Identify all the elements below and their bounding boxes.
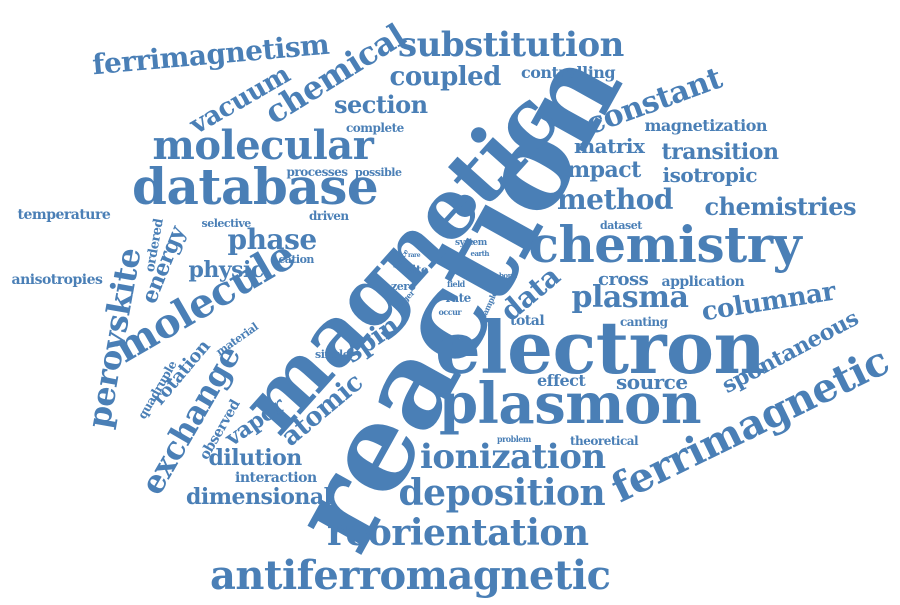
word-plasmon: plasmon [439, 371, 702, 437]
word-isotropic: isotropic [662, 163, 758, 187]
word-method: method [557, 183, 674, 216]
word-temperature: temperature [17, 207, 111, 223]
word-application: application [661, 274, 745, 290]
word-interaction: interaction [235, 470, 317, 486]
word-section: section [334, 90, 428, 119]
word-problem: problem [497, 434, 531, 444]
word-transition: transition [661, 139, 779, 165]
word-deposition: deposition [398, 472, 606, 514]
word-cross: cross [598, 269, 649, 290]
word-dilution: dilution [208, 445, 303, 471]
word-canting: canting [620, 315, 668, 329]
word-possible: possible [355, 165, 402, 179]
word-controlling: controlling [521, 63, 616, 82]
word-effect: effect [537, 371, 586, 390]
word-chemistry: chemistry [528, 215, 802, 274]
word-rate: rate [445, 291, 472, 305]
word-plasma: plasma [571, 280, 689, 315]
word-antiferromagnetic: antiferromagnetic [210, 552, 611, 599]
word-magnetization: magnetization [644, 116, 768, 135]
word-selective: selective [201, 216, 252, 230]
word-dimensional: dimensional [186, 484, 332, 510]
word-occur: occur [438, 307, 462, 317]
word-field: field [447, 279, 465, 289]
word-ionization: ionization [420, 437, 606, 477]
word-anisotropies: anisotropies [11, 272, 103, 288]
word-processes: processes [286, 165, 349, 179]
word-reorientation: reorientation [327, 512, 589, 554]
word-system: system [455, 237, 487, 248]
word-bond: bond [499, 270, 517, 280]
word-total: total [510, 313, 545, 329]
word-theoretical: theoretical [570, 434, 639, 448]
word-substitution: substitution [398, 25, 624, 65]
word-site: site [405, 263, 429, 277]
word-single: single [315, 347, 350, 361]
word-electron: electron [435, 305, 766, 390]
word-dataset: dataset [600, 218, 642, 232]
word-coupled: coupled [389, 62, 502, 92]
word-chemistries: chemistries [704, 192, 857, 221]
word-complete: complete [346, 121, 404, 135]
word-phase: phase [227, 223, 318, 256]
word-source: source [616, 370, 688, 394]
word-driven: driven [309, 209, 349, 223]
word-ferrimagnetism: ferrimagnetism [90, 27, 330, 82]
word-rare: rare [408, 252, 421, 259]
word-zero: zero [391, 279, 416, 293]
word-cation: cation [278, 252, 315, 266]
word-earth: earth [470, 248, 490, 258]
word-impact: impact [559, 157, 641, 183]
word-molecular: molecular [152, 122, 374, 169]
word-database: database [132, 157, 379, 216]
word-matrix: matrix [574, 134, 645, 158]
word-physic: physic [188, 257, 265, 283]
